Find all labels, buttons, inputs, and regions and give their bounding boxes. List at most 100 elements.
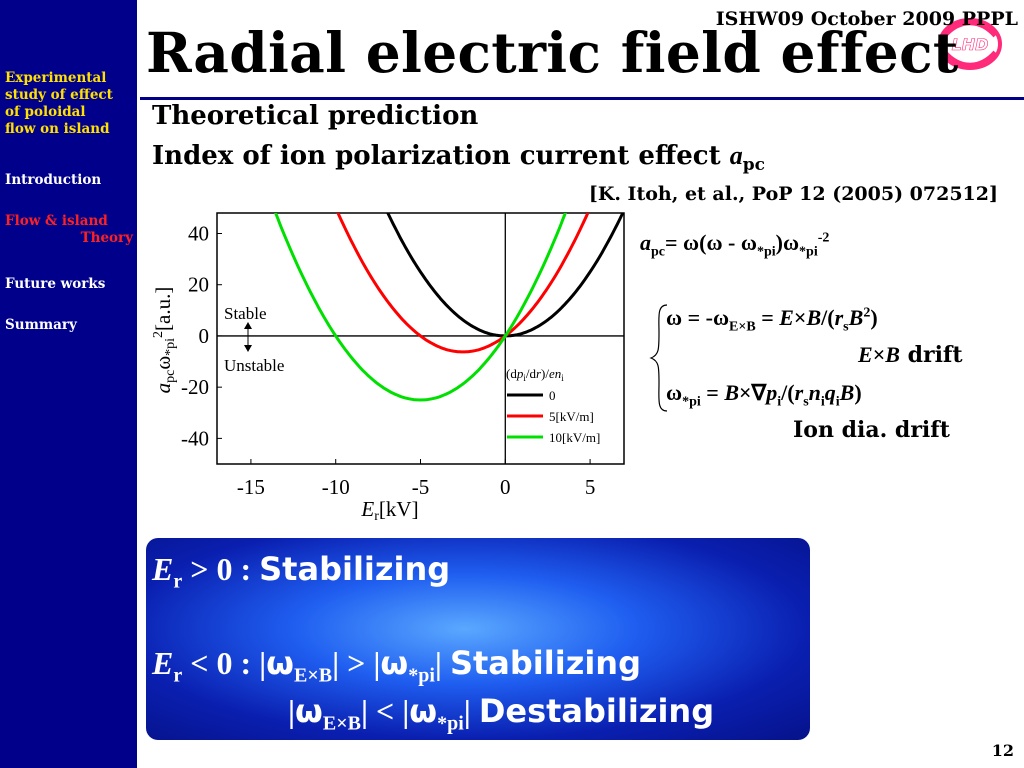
- sidebar-item-label: Summary: [5, 317, 77, 333]
- y-axis-label: apcω*pi2[a.u.]: [151, 287, 178, 394]
- er-subscript: r: [173, 664, 183, 687]
- x-axis-label: Er[kV]: [360, 497, 418, 524]
- eq-subscript: E×B: [729, 319, 756, 335]
- subtitle-index-text: Index of ion polarization current effect: [152, 141, 721, 171]
- omega-symbol: ω: [266, 644, 294, 682]
- eq-symbol: B: [839, 380, 855, 405]
- eq-symbol: B: [806, 305, 822, 330]
- condition-negative-er-destabilizing: |ωE×B| < |ω*pi| Destabilizing: [288, 692, 714, 735]
- eq-subscript: i: [777, 394, 782, 410]
- eq-subscript: i: [835, 394, 840, 410]
- eq-subscript: s: [843, 319, 849, 335]
- drift-word: drift: [907, 342, 963, 368]
- eq-superscript: -2: [817, 230, 830, 246]
- legend-title: (dpi/dr)/eni: [506, 366, 564, 383]
- eq-subscript: s: [803, 394, 809, 410]
- exb-drift-label: E×B drift: [858, 342, 963, 368]
- condition-text: | > |: [332, 645, 381, 681]
- condition-negative-er-stabilizing: Er < 0 : |ωE×B| > |ω*pi| Stabilizing: [152, 644, 641, 687]
- eq-symbol: q: [824, 380, 836, 405]
- eq-subscript: *pi: [799, 244, 818, 260]
- series-line-1: [336, 213, 590, 354]
- eq-symbol: a: [640, 230, 651, 255]
- curves-group: [274, 213, 624, 402]
- sidebar-item-introduction[interactable]: Introduction: [5, 172, 133, 189]
- condition-result: Stabilizing: [449, 644, 641, 682]
- sidebar-item-future-works[interactable]: Future works: [5, 276, 133, 293]
- eq-superscript: 2: [863, 305, 871, 321]
- x-tick-label: 0: [500, 475, 511, 499]
- curly-brace-icon: [649, 304, 668, 412]
- annotation-arrowheads: [244, 322, 252, 352]
- sidebar-item-label-line: study of effect: [5, 87, 113, 103]
- omega-subscript: E×B: [322, 712, 361, 735]
- eq-symbol: E: [779, 305, 794, 330]
- series-line-0: [386, 213, 624, 338]
- condition-relation: < 0 :: [182, 645, 260, 681]
- apc-symbol: a: [729, 141, 743, 170]
- er-symbol: E: [152, 645, 174, 681]
- eq-text: =: [755, 305, 780, 330]
- eq-symbol: B: [885, 342, 900, 367]
- sidebar-item-flow-island-theory[interactable]: Flow & island Theory: [5, 213, 133, 247]
- eq-text: /(: [821, 305, 835, 330]
- plot-frame: [216, 212, 625, 465]
- sidebar: [0, 0, 137, 768]
- eq-symbol: n: [808, 380, 821, 405]
- eq-text: ): [870, 305, 878, 330]
- condition-result: Destabilizing: [478, 692, 715, 730]
- logo-text: LHD: [952, 35, 989, 54]
- condition-result: Stabilizing: [259, 550, 451, 588]
- legend-label-2: 10[kV/m]: [549, 430, 600, 445]
- sidebar-item-label-line: Experimental: [5, 70, 107, 86]
- subtitle-theoretical-prediction: Theoretical prediction: [152, 101, 479, 131]
- condition-text: |: [434, 645, 450, 681]
- eq-symbol: E: [858, 342, 873, 367]
- condition-positive-er: Er > 0 : Stabilizing: [152, 550, 450, 593]
- eq-symbol: B: [724, 380, 740, 405]
- x-ticks: -15 -10 -5 0 5: [237, 459, 595, 499]
- legend-label-0: 0: [549, 388, 556, 403]
- omega-symbol: ω: [409, 692, 438, 730]
- eq-text: ×∇: [739, 380, 767, 405]
- eq-text: )ω: [775, 230, 800, 255]
- page-title: Radial electric field effect: [146, 20, 959, 85]
- omega-subscript: *pi: [408, 664, 435, 687]
- ion-dia-drift-label: Ion dia. drift: [793, 417, 950, 443]
- y-ticks: 40 20 0 -20 -40: [181, 221, 222, 450]
- x-tick-label: -5: [412, 475, 430, 499]
- y-tick-label: -20: [181, 375, 209, 399]
- conference-label: ISHW09 October 2009 PPPL: [715, 8, 1018, 30]
- eq-subscript: pc: [651, 244, 665, 260]
- condition-relation: > 0 :: [182, 551, 260, 587]
- sidebar-item-label-line: Flow & island: [5, 213, 108, 229]
- sidebar-item-label-line: of poloidal: [5, 104, 86, 120]
- sidebar-item-summary[interactable]: Summary: [5, 317, 133, 334]
- eq-subscript: *pi: [682, 394, 701, 410]
- eq-symbol: r: [794, 380, 804, 405]
- omega-symbol: ω: [295, 692, 323, 730]
- reference-citation: [K. Itoh, et al., PoP 12 (2005) 072512]: [588, 183, 998, 205]
- eq-subscript: *pi: [756, 244, 776, 260]
- sidebar-item-label-line: flow on island: [5, 121, 110, 137]
- sidebar-item-experimental-study[interactable]: Experimental study of effect of poloidal…: [5, 70, 133, 138]
- x-tick-label: -10: [322, 475, 350, 499]
- lhd-logo: LHD: [938, 18, 1002, 70]
- eq-text: ω: [666, 380, 683, 405]
- eq-text: ): [854, 380, 862, 405]
- page-number: 12: [991, 741, 1014, 760]
- eq-text: ×: [793, 305, 807, 330]
- sidebar-item-label: Future works: [5, 276, 106, 292]
- eq-symbol: p: [766, 380, 778, 405]
- legend: 0 5[kV/m] 10[kV/m]: [507, 388, 600, 445]
- eq-text: ×: [872, 342, 886, 367]
- equation-omega-exb: ω = -ωE×B = E×B/(rsB2): [666, 305, 878, 335]
- eq-symbol: B: [848, 305, 864, 330]
- er-symbol: E: [152, 551, 174, 587]
- y-tick-label: 0: [199, 324, 210, 348]
- sidebar-item-label: Introduction: [5, 172, 102, 188]
- apc-subscript: pc: [742, 155, 765, 176]
- x-tick-label: -15: [237, 475, 265, 499]
- x-tick-label: 5: [585, 475, 596, 499]
- er-subscript: r: [173, 570, 183, 593]
